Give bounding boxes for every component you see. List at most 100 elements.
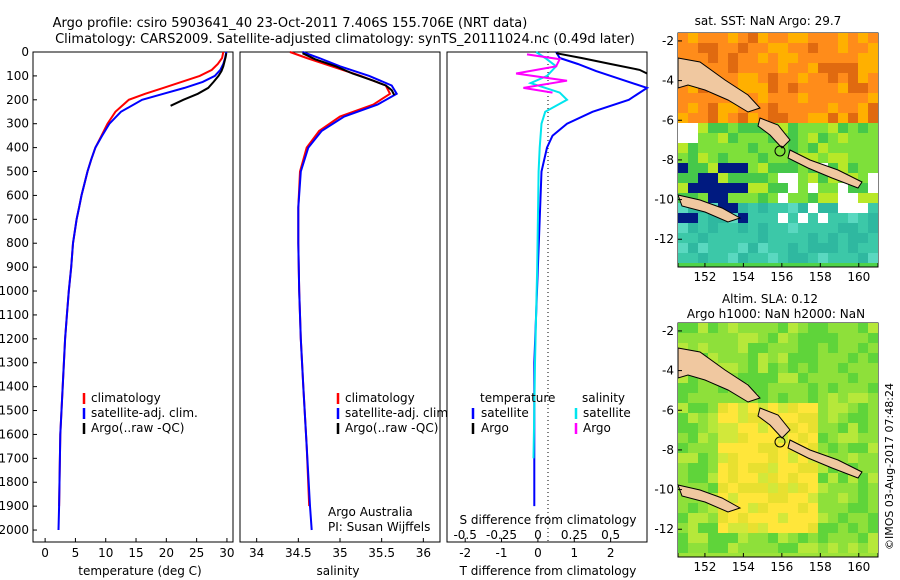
sst-grid-cell bbox=[778, 143, 788, 153]
sst-grid-cell bbox=[868, 203, 878, 213]
sla-grid-cell bbox=[678, 413, 688, 423]
sst-grid-cell bbox=[828, 123, 838, 133]
sla-grid-cell bbox=[748, 543, 758, 553]
sst-grid-cell bbox=[838, 93, 848, 103]
sst-grid-cell bbox=[818, 113, 828, 123]
sla-grid-cell bbox=[848, 393, 858, 403]
map-lon-label: 156 bbox=[770, 270, 793, 284]
sla-grid-cell bbox=[798, 343, 808, 353]
sla-grid-cell bbox=[778, 413, 788, 423]
sst-grid-cell bbox=[768, 153, 778, 163]
sla-grid-cell bbox=[678, 503, 688, 513]
sst-grid-cell bbox=[678, 33, 688, 43]
sla-grid-cell bbox=[758, 463, 768, 473]
series-line-satellite-adj-clim- bbox=[297, 51, 399, 531]
sst-grid-cell bbox=[808, 63, 818, 73]
sst-grid-cell bbox=[858, 173, 868, 183]
sla-grid-cell bbox=[708, 333, 718, 343]
sla-grid-cell bbox=[858, 453, 868, 463]
sla-grid-cell bbox=[788, 373, 798, 383]
sla-grid-cell bbox=[708, 403, 718, 413]
sst-grid-cell bbox=[688, 233, 698, 243]
sla-grid-cell bbox=[798, 423, 808, 433]
sst-grid-cell bbox=[768, 173, 778, 183]
sst-grid-cell bbox=[828, 213, 838, 223]
sla-grid-cell bbox=[818, 443, 828, 453]
sst-map-field bbox=[678, 33, 878, 263]
sst-grid-cell bbox=[738, 123, 748, 133]
sst-grid-cell bbox=[718, 223, 728, 233]
sst-grid-cell bbox=[788, 93, 798, 103]
sla-grid-cell bbox=[808, 393, 818, 403]
sst-grid-cell bbox=[788, 43, 798, 53]
sla-grid-cell bbox=[818, 493, 828, 503]
sla-grid-cell bbox=[798, 513, 808, 523]
sla-grid-cell bbox=[788, 463, 798, 473]
pi-label: PI: Susan Wijffels bbox=[328, 520, 430, 534]
map-lon-label: 152 bbox=[693, 270, 716, 284]
sla-grid-cell bbox=[868, 353, 878, 363]
sst-grid-cell bbox=[868, 33, 878, 43]
sla-grid-cell bbox=[788, 513, 798, 523]
sla-grid-cell bbox=[798, 543, 808, 553]
sst-grid-cell bbox=[858, 73, 868, 83]
sla-grid-cell bbox=[728, 473, 738, 483]
sla-grid-cell bbox=[728, 323, 738, 333]
sst-map-title: sat. SST: NaN Argo: 29.7 bbox=[695, 14, 842, 28]
sst-grid-cell bbox=[748, 133, 758, 143]
sla-grid-cell bbox=[738, 543, 748, 553]
sst-grid-cell bbox=[748, 233, 758, 243]
sst-grid-cell bbox=[758, 193, 768, 203]
sst-grid-cell bbox=[798, 193, 808, 203]
sla-grid-cell bbox=[838, 333, 848, 343]
sla-grid-cell bbox=[818, 423, 828, 433]
sst-grid-cell bbox=[728, 103, 738, 113]
sla-grid-cell bbox=[698, 323, 708, 333]
sla-grid-cell bbox=[748, 433, 758, 443]
sst-grid-cell bbox=[828, 143, 838, 153]
sst-grid-cell bbox=[738, 83, 748, 93]
sst-grid-cell bbox=[698, 243, 708, 253]
sla-grid-cell bbox=[788, 543, 798, 553]
sla-grid-cell bbox=[698, 513, 708, 523]
sla-grid-cell bbox=[848, 363, 858, 373]
sla-grid-cell bbox=[718, 513, 728, 523]
sst-grid-cell bbox=[768, 103, 778, 113]
sla-grid-cell bbox=[698, 463, 708, 473]
depth-tick-label: 1900 bbox=[0, 499, 29, 513]
sla-grid-cell bbox=[788, 493, 798, 503]
sla-grid-cell bbox=[748, 323, 758, 333]
sst-grid-cell bbox=[798, 93, 808, 103]
figure-title-line2: Climatology: CARS2009. Satellite-adjuste… bbox=[55, 32, 635, 47]
series-line-argo bbox=[555, 52, 648, 75]
sst-grid-cell bbox=[748, 143, 758, 153]
sla-grid-cell bbox=[788, 483, 798, 493]
x-tick-label: 10 bbox=[98, 546, 113, 560]
sla-grid-cell bbox=[858, 503, 868, 513]
legend-satellite-label: satellite-adj. clim. bbox=[91, 406, 198, 420]
sla-grid-cell bbox=[848, 323, 858, 333]
sla-grid-cell bbox=[798, 533, 808, 543]
legend-salinity-heading: salinity bbox=[582, 391, 625, 405]
sst-grid-cell bbox=[708, 183, 718, 193]
sla-grid-cell bbox=[758, 433, 768, 443]
sst-grid-cell bbox=[748, 33, 758, 43]
sst-grid-cell bbox=[708, 233, 718, 243]
sla-grid-cell bbox=[748, 493, 758, 503]
sst-grid-cell bbox=[808, 233, 818, 243]
sst-grid-cell bbox=[758, 43, 768, 53]
sla-grid-cell bbox=[718, 343, 728, 353]
sst-grid-cell bbox=[848, 53, 858, 63]
map-lat-label: -10 bbox=[654, 483, 674, 497]
sla-grid-cell bbox=[748, 513, 758, 523]
sla-grid-cell bbox=[768, 383, 778, 393]
sla-grid-cell bbox=[768, 543, 778, 553]
sla-grid-cell bbox=[728, 543, 738, 553]
sst-grid-cell bbox=[848, 213, 858, 223]
sst-grid-cell bbox=[798, 213, 808, 223]
sla-grid-cell bbox=[848, 493, 858, 503]
sla-grid-cell bbox=[818, 333, 828, 343]
x-tick-label: 34 bbox=[249, 546, 264, 560]
sla-grid-cell bbox=[818, 363, 828, 373]
sst-grid-cell bbox=[718, 233, 728, 243]
